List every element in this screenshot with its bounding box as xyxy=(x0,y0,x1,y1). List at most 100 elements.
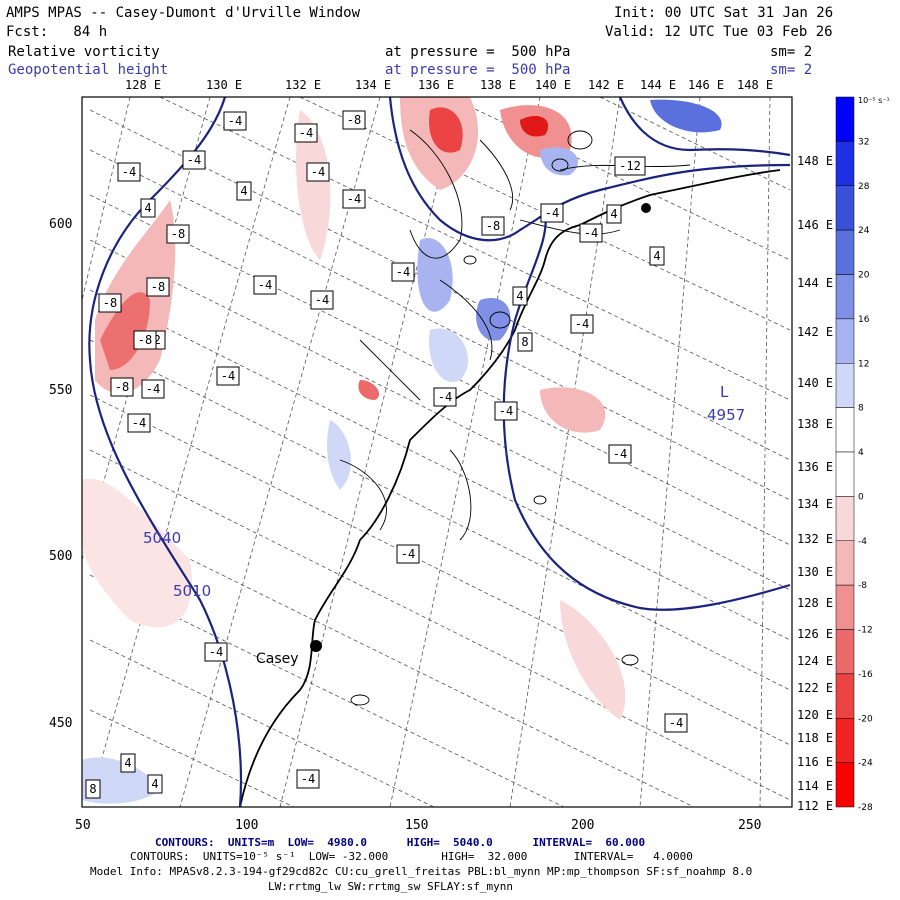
contour-box-label: 4 xyxy=(512,286,528,306)
top-longitude-labels: 128 E 130 E 132 E 134 E 136 E 138 E 140 E 142 E… xyxy=(125,78,773,92)
colorbar-swatch xyxy=(835,629,855,675)
svg-text:-8: -8 xyxy=(115,380,129,394)
svg-text:-4: -4 xyxy=(315,293,329,307)
height-labels: 5040 5010 L 4957 xyxy=(143,383,745,600)
colorbar-label: 24 xyxy=(858,226,870,236)
right-lat-label: 134 E xyxy=(797,497,833,511)
y-axis-label: 500 xyxy=(49,549,72,564)
contour-box-labels: -4 -4 -4 -8 4 -4 4 -8 -4 -4 -8 -8 -4 -4 -12 -8 -4 -8 -4 -4 -… xyxy=(85,110,688,799)
svg-text:4: 4 xyxy=(653,249,660,263)
contour-box-label: -4 xyxy=(494,401,518,421)
svg-text:4: 4 xyxy=(124,756,131,770)
x-axis-label: 50 xyxy=(75,818,91,833)
contour-box-label: -4 xyxy=(182,150,206,170)
svg-text:-4: -4 xyxy=(396,265,410,279)
field1-smoothing: sm= 2 xyxy=(770,44,813,60)
field2-name: Geopotential height xyxy=(8,62,169,78)
svg-text:-4: -4 xyxy=(401,547,415,561)
contour-box-label: -12 xyxy=(614,156,646,176)
contour-box-label: -4 xyxy=(391,262,415,282)
top-lon-label: 132 E xyxy=(285,78,321,92)
top-lon-label: 136 E xyxy=(418,78,454,92)
top-lon-label: 134 E xyxy=(355,78,391,92)
contour-box-label: 4 xyxy=(649,246,665,266)
top-lon-label: 128 E xyxy=(125,78,161,92)
contour-box-label: 8 xyxy=(517,332,533,352)
svg-text:-4: -4 xyxy=(122,165,136,179)
colorbar-swatch xyxy=(835,762,855,808)
svg-text:8: 8 xyxy=(89,782,96,796)
contour-box-label: -4 xyxy=(306,162,330,182)
svg-text:-4: -4 xyxy=(311,165,325,179)
field1-name: Relative vorticity xyxy=(8,44,160,60)
colorbar-swatch xyxy=(835,96,855,142)
colorbar-units: 10⁻⁵ s⁻¹ xyxy=(858,96,890,105)
colorbar-label: -20 xyxy=(858,714,873,724)
colorbar-label: 28 xyxy=(858,182,870,192)
colorbar-label: -4 xyxy=(858,537,867,547)
contour-box-label: -4 xyxy=(141,379,165,399)
field2-level: at pressure = 500 hPa xyxy=(385,62,571,78)
colorbar-label: -8 xyxy=(858,581,867,591)
right-lat-label: 144 E xyxy=(797,276,833,290)
svg-text:-4: -4 xyxy=(301,772,315,786)
footer-low: LOW= 4980.0 xyxy=(287,836,367,849)
colorbar-swatch xyxy=(835,407,855,453)
footer-interval: INTERVAL= 60.000 xyxy=(532,836,646,849)
colorbar-swatch xyxy=(835,584,855,630)
colorbar-label: 0 xyxy=(858,492,864,502)
contour-box-label: -4 xyxy=(608,444,632,464)
right-lat-labels: 148 E 146 E 144 E 142 E 140 E 138 E 136 E 134 E… xyxy=(797,154,833,813)
footer-units: UNITS=m xyxy=(227,836,275,849)
colorbar-label: 4 xyxy=(858,448,864,458)
contour-box-label: -4 xyxy=(216,366,240,386)
svg-text:-4: -4 xyxy=(187,153,201,167)
svg-text:8: 8 xyxy=(521,335,528,349)
contour-box-label: -8 xyxy=(133,330,157,350)
right-lat-label: 120 E xyxy=(797,708,833,722)
y-axis-label: 550 xyxy=(49,383,72,398)
svg-text:4: 4 xyxy=(151,777,158,791)
svg-text:-8: -8 xyxy=(103,296,117,310)
svg-text:4: 4 xyxy=(144,201,151,215)
contour-box-label: -4 xyxy=(540,203,564,223)
field2-smoothing: sm= 2 xyxy=(770,62,813,78)
contour-box-label: -8 xyxy=(98,293,122,313)
contour-box-label: -4 xyxy=(294,123,318,143)
colorbar-swatch xyxy=(835,318,855,364)
contour-box-label: -4 xyxy=(204,642,228,662)
colorbar-label: -28 xyxy=(858,803,873,813)
svg-text:-4: -4 xyxy=(299,126,313,140)
colorbar-swatch xyxy=(835,141,855,186)
colorbar-swatch xyxy=(835,673,855,719)
contour-box-label: 4 xyxy=(147,774,163,794)
svg-text:4: 4 xyxy=(240,184,247,198)
map-frame xyxy=(81,96,793,808)
svg-text:-4: -4 xyxy=(132,416,146,430)
svg-text:-8: -8 xyxy=(347,113,361,127)
colorbar-label: 20 xyxy=(858,271,870,281)
contour-box-label: -4 xyxy=(117,162,141,182)
contour-box-label: -8 xyxy=(342,110,366,130)
right-lat-label: 136 E xyxy=(797,460,833,474)
colorbar-swatch xyxy=(835,185,855,231)
contour-box-label: -4 xyxy=(223,111,247,131)
svg-text:-4: -4 xyxy=(499,404,513,418)
contour-box-label: -4 xyxy=(433,387,457,407)
contour-box-label: -4 xyxy=(396,544,420,564)
top-lon-label: 146 E xyxy=(688,78,724,92)
footer-line3: Model Info: MPASv8.2.3-194-gf29cd82c CU:… xyxy=(90,865,753,878)
contour-box-label: -4 xyxy=(296,769,320,789)
right-lat-label: 148 E xyxy=(797,154,833,168)
top-lon-label: 130 E xyxy=(206,78,242,92)
right-lat-label: 124 E xyxy=(797,654,833,668)
contour-box-label: -4 xyxy=(342,189,366,209)
footer-contours-label: CONTOURS: xyxy=(155,836,215,849)
svg-text:-8: -8 xyxy=(171,227,185,241)
right-lat-label: 114 E xyxy=(797,779,833,793)
svg-text:-8: -8 xyxy=(486,219,500,233)
contour-box-label: 8 xyxy=(85,779,101,799)
svg-text:-4: -4 xyxy=(575,317,589,331)
colorbar-swatch xyxy=(835,274,855,320)
svg-text:-4: -4 xyxy=(613,447,627,461)
